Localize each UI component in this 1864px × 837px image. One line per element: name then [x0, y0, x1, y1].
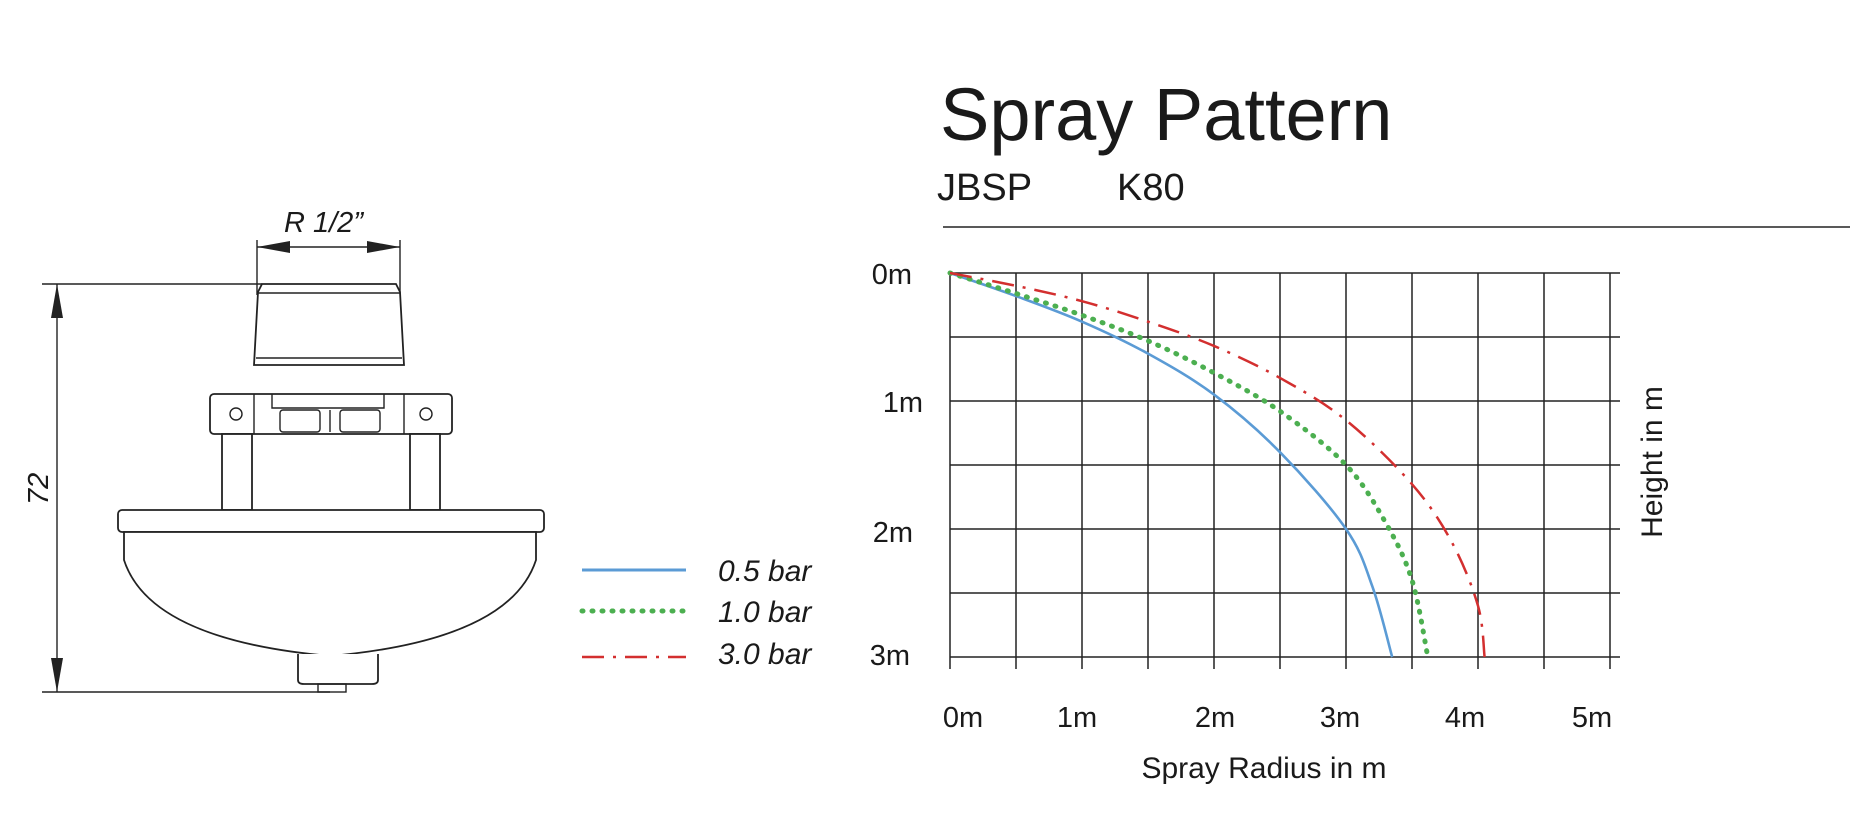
nozzle-drawing: R 1/2” 72 — [23, 207, 545, 693]
post-right — [409, 433, 441, 511]
x-tick-label: 5m — [1572, 702, 1612, 734]
flange — [209, 393, 453, 435]
y-tick-labels: 0m 1m 2m 3m — [870, 259, 923, 672]
y-tick-label: 3m — [870, 640, 910, 672]
bolt-hole-left-icon — [229, 407, 243, 421]
hex-right — [339, 409, 381, 433]
plot-grid — [949, 272, 1620, 669]
arrow-down-icon — [51, 658, 63, 692]
bottom-cap — [317, 683, 347, 693]
x-tick-label: 2m — [1195, 702, 1235, 734]
legend-label-1.0-bar: 1.0 bar — [718, 596, 812, 629]
x-tick-label: 1m — [1057, 702, 1097, 734]
thread-body — [253, 283, 405, 366]
chart-subtitle-model: JBSP — [937, 167, 1032, 209]
bowl — [123, 531, 537, 657]
legend-label-0.5-bar: 0.5 bar — [718, 555, 812, 588]
arrow-right-icon — [367, 241, 400, 253]
arrow-up-icon — [51, 284, 63, 318]
flange-slot — [271, 394, 385, 409]
bottom-nut — [297, 654, 379, 685]
hex-left — [279, 409, 321, 433]
thread-label: R 1/2” — [284, 207, 364, 239]
series-line-3.0-bar — [949, 271, 1486, 658]
x-axis-label: Spray Radius in m — [1141, 752, 1386, 785]
post-left — [221, 433, 253, 511]
series-line-1.0-bar — [947, 270, 1431, 660]
plot-series — [947, 270, 1486, 660]
y-axis-label: Height in m — [1636, 386, 1669, 538]
y-tick-label: 2m — [873, 517, 913, 549]
x-tick-label: 4m — [1445, 702, 1485, 734]
arrow-left-icon — [257, 241, 290, 253]
height-label: 72 — [23, 473, 55, 505]
bolt-hole-right-icon — [419, 407, 433, 421]
legend-label-3.0-bar: 3.0 bar — [718, 638, 812, 671]
deflector-plate — [117, 509, 545, 533]
x-tick-label: 3m — [1320, 702, 1360, 734]
y-tick-label: 1m — [883, 387, 923, 419]
series-line-0.5-bar — [949, 271, 1394, 658]
flange-inner-lines — [253, 394, 405, 434]
chart-title: Spray Pattern — [940, 73, 1392, 156]
chart-subtitle-k-factor: K80 — [1117, 167, 1185, 209]
x-tick-label: 0m — [943, 702, 983, 734]
y-tick-label: 0m — [872, 259, 912, 291]
x-tick-labels: 0m 1m 2m 3m 4m 5m — [943, 702, 1612, 734]
legend: 0.5 bar 1.0 bar 3.0 bar — [579, 555, 812, 671]
